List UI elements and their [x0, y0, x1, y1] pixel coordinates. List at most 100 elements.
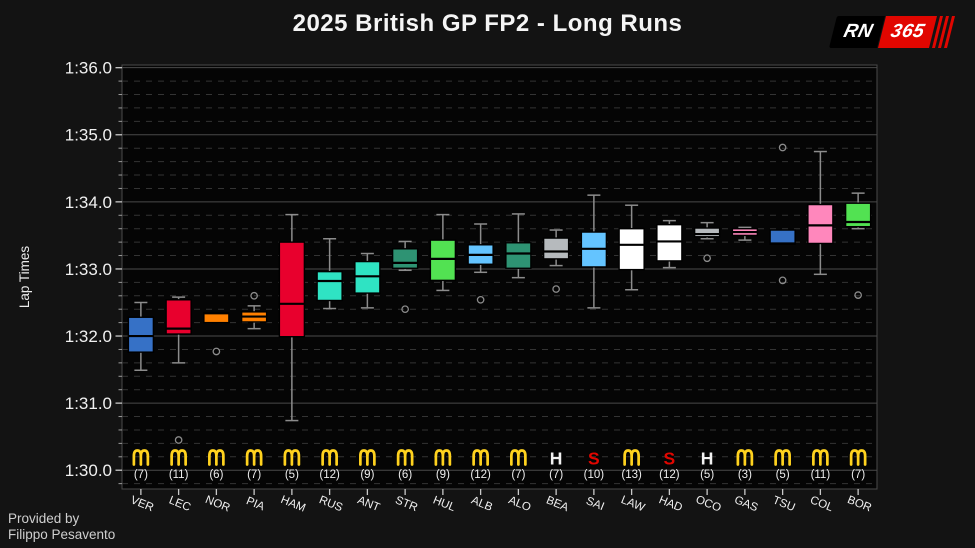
lap-count-TSU: (5) [776, 469, 790, 481]
y-tick-label: 1:33.0 [65, 260, 112, 279]
lap-count-VER: (7) [134, 469, 148, 481]
outlier-OCO [703, 254, 711, 263]
driver-label-RUS: RUS [317, 494, 344, 514]
svg-text:H: H [550, 448, 563, 468]
driver-label-HUL: HUL [431, 494, 457, 514]
logo-rn-badge: RN [829, 16, 886, 48]
lap-count-STR: (6) [398, 469, 412, 481]
outlier-ALB [476, 295, 485, 304]
svg-text:S: S [588, 448, 600, 468]
y-tick-label: 1:36.0 [65, 59, 112, 78]
tyre-m-icon [812, 449, 829, 466]
driver-label-TSU: TSU [771, 494, 797, 514]
lap-count-PIA: (7) [247, 469, 261, 481]
driver-label-PIA: PIA [244, 495, 266, 513]
tyre-s-icon: S [664, 448, 676, 468]
outlier-LEC [174, 436, 183, 444]
tyre-m-icon [736, 449, 754, 466]
y-tick-label: 1:30.0 [65, 461, 112, 480]
tyre-m-icon [321, 449, 338, 466]
box-STR [391, 248, 419, 269]
driver-label-GAS: GAS [732, 494, 759, 514]
driver-label-BEA: BEA [544, 494, 570, 514]
driver-label-ANT: ANT [356, 494, 382, 514]
lap-count-COL: (11) [811, 469, 831, 481]
credit-line2: Filippo Pesavento [8, 527, 116, 543]
box-BEA [542, 237, 570, 260]
logo-365-text: 365 [888, 21, 927, 42]
lap-count-RUS: (12) [319, 469, 340, 481]
lap-count-GAS: (3) [738, 469, 752, 481]
lap-count-OCO: (5) [700, 469, 714, 481]
lap-count-ALB: (12) [470, 469, 491, 481]
y-tick-label: 1:32.0 [65, 327, 112, 346]
plot-area [122, 65, 877, 489]
tyre-s-icon: S [588, 448, 600, 468]
svg-text:S: S [664, 448, 676, 468]
lap-count-LAW: (13) [621, 469, 642, 481]
lap-count-SAI: (10) [584, 469, 605, 481]
box-HAD [656, 223, 683, 262]
lap-count-LEC: (11) [169, 469, 189, 481]
driver-label-OCO: OCO [694, 494, 723, 515]
tyre-m-icon [434, 449, 452, 466]
tyre-m-icon [208, 449, 225, 466]
driver-label-VER: VER [129, 494, 155, 514]
lap-count-BEA: (7) [549, 469, 563, 481]
outlier-PIA [250, 291, 258, 300]
outlier-TSU [778, 143, 787, 152]
credit-line1: Provided by [8, 511, 80, 527]
driver-label-LEC: LEC [167, 494, 192, 514]
boxplot-SAI: S(10) SAI [580, 194, 608, 513]
box-RUS [316, 270, 343, 302]
lap-count-HUL: (9) [436, 469, 450, 481]
outlier-TSU [778, 276, 787, 285]
logo-365-badge: 365 [877, 16, 937, 48]
y-axis: 1:36.0 1:35.0 1:34.0 1:33.0 1:32.0 1:31.0 1:30… [17, 59, 122, 485]
outlier-STR [401, 305, 409, 314]
box-ALO [505, 242, 532, 269]
driver-label-ALO: ALO [507, 494, 533, 514]
box-HAM [278, 241, 306, 338]
driver-label-LAW: LAW [619, 494, 646, 514]
driver-label-HAD: HAD [657, 494, 684, 514]
outlier-BOR [854, 291, 862, 299]
tyre-m-icon [132, 449, 150, 466]
rn365-logo: RN 365 [829, 16, 955, 48]
y-tick-label: 1:34.0 [65, 193, 112, 212]
plot-frame [121, 64, 878, 490]
driver-label-NOR: NOR [203, 494, 231, 515]
box-HUL [429, 239, 457, 282]
tyre-m-icon [396, 449, 414, 466]
gridlines [122, 67, 877, 485]
lap-count-ANT: (9) [360, 469, 374, 481]
boxplot-TSU: (5) TSU [769, 143, 797, 514]
outlier-NOR [212, 347, 221, 356]
box-LAW [618, 227, 645, 271]
box-VER [127, 316, 155, 353]
box-TSU [769, 229, 796, 245]
credit-note: Provided by Filippo Pesavento [8, 511, 115, 543]
driver-label-STR: STR [393, 494, 419, 514]
tyre-h-icon: H [550, 448, 563, 468]
tyre-m-icon [170, 449, 187, 466]
y-axis-title: Lap Times [17, 246, 32, 309]
tyre-m-icon [623, 449, 640, 466]
y-tick-label: 1:31.0 [65, 394, 112, 413]
box-COL [807, 203, 834, 245]
tyre-m-icon [245, 449, 263, 466]
tyre-m-icon [774, 449, 791, 466]
box-OCO [693, 227, 721, 238]
box-BOR [844, 202, 872, 228]
page-title: 2025 British GP FP2 - Long Runs [292, 10, 683, 37]
tyre-m-icon [359, 449, 376, 466]
tyre-m-icon [510, 449, 527, 466]
outlier-BEA [552, 285, 560, 293]
driver-label-SAI: SAI [584, 495, 606, 513]
logo-rn-text: RN [841, 21, 876, 42]
boxplot-HUL: (9) HUL [429, 213, 457, 514]
y-tick-label: 1:35.0 [65, 126, 112, 145]
lap-count-HAM: (5) [285, 469, 299, 481]
